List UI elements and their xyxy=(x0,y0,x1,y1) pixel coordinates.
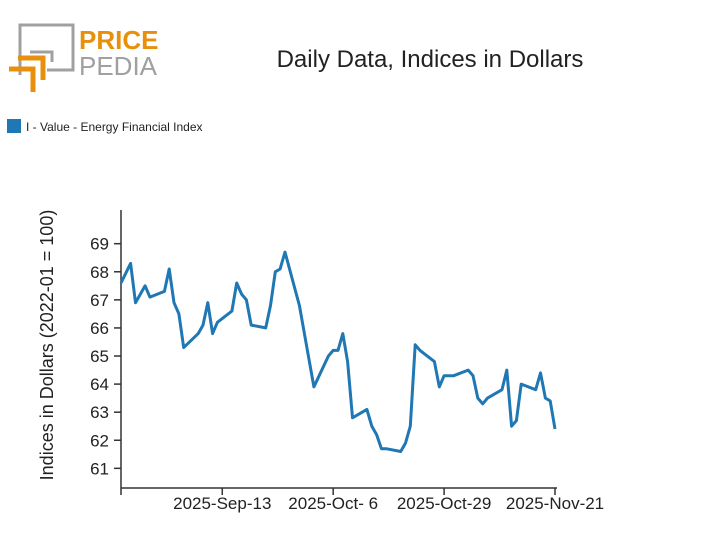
legend-swatch xyxy=(7,119,21,133)
y-axis-label: Indices in Dollars (2022-01 = 100) xyxy=(37,210,57,481)
y-tick-label: 63 xyxy=(90,403,109,422)
chart-title: Daily Data, Indices in Dollars xyxy=(277,46,584,73)
logo-line1: PRICE xyxy=(79,25,158,55)
y-tick-label: 67 xyxy=(90,291,109,310)
series-line xyxy=(119,250,557,453)
y-tick-label: 65 xyxy=(90,347,109,366)
x-tick-label: 2025-Nov-21 xyxy=(506,494,604,513)
y-tick-label: 61 xyxy=(90,459,109,478)
legend-label: I - Value - Energy Financial Index xyxy=(26,120,203,134)
y-tick-label: 66 xyxy=(90,319,109,338)
x-tick-label: 2025-Oct-29 xyxy=(397,494,492,513)
logo-line2: PEDIA xyxy=(79,51,158,81)
y-tick-label: 62 xyxy=(90,431,109,450)
pricepedia-logo: PRICE PEDIA xyxy=(9,23,158,92)
y-tick-label: 68 xyxy=(90,263,109,282)
y-tick-label: 69 xyxy=(90,235,109,254)
x-tick-label: 2025-Oct- 6 xyxy=(288,494,378,513)
x-tick-label: 2025-Sep-13 xyxy=(173,494,271,513)
y-tick-label: 64 xyxy=(90,375,109,394)
